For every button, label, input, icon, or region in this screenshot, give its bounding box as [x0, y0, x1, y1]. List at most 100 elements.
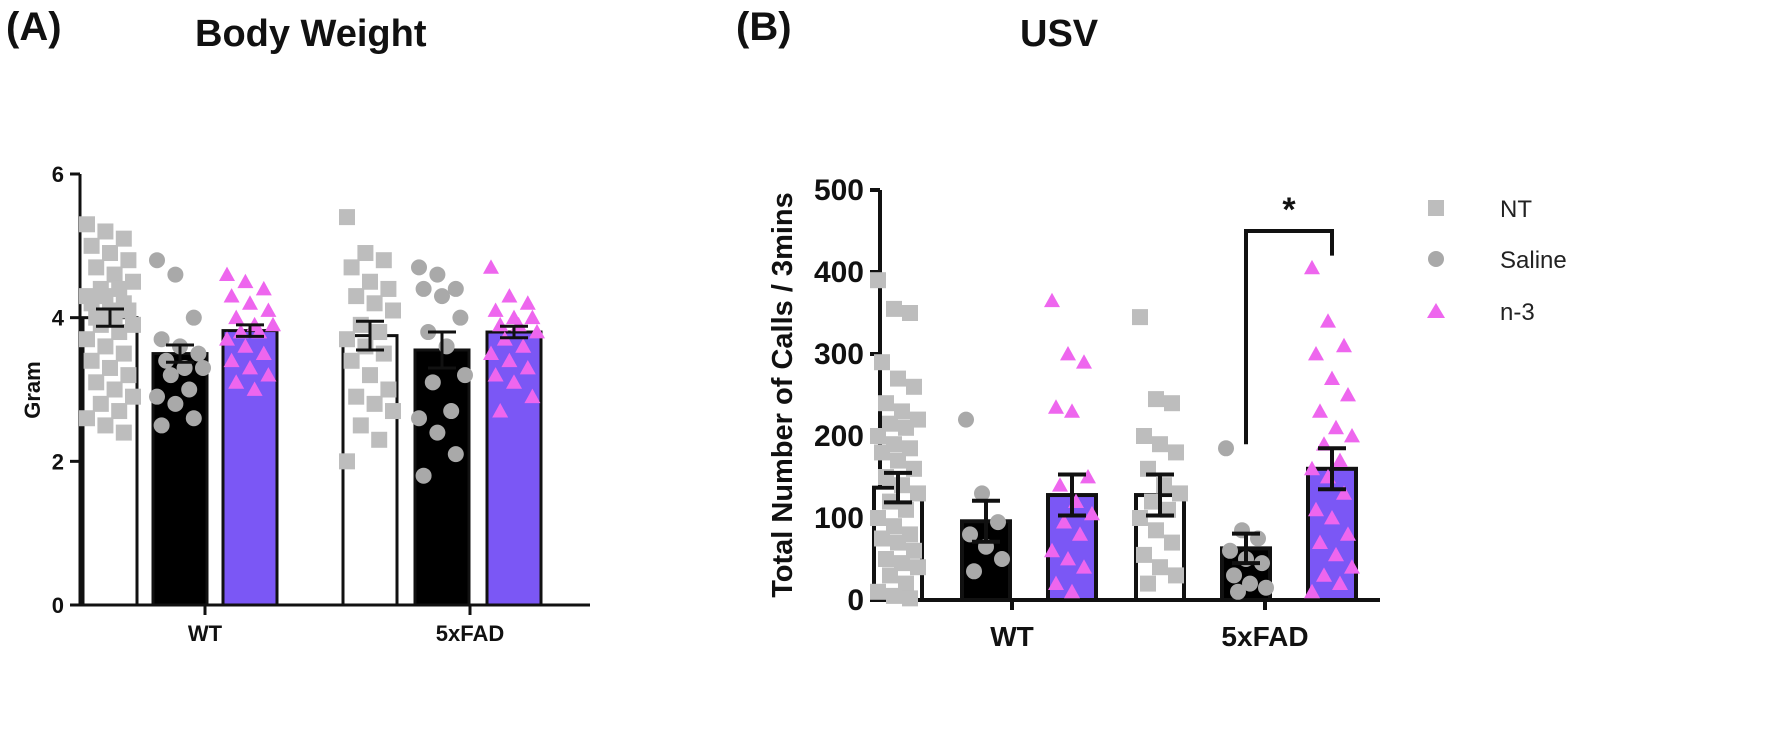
data-point-triangle	[219, 266, 235, 281]
data-point-square	[870, 428, 886, 444]
data-point-triangle	[1044, 292, 1060, 308]
data-point-square	[1144, 493, 1160, 510]
data-point-square	[97, 417, 114, 434]
data-point-triangle	[237, 338, 254, 353]
data-point-triangle	[487, 367, 504, 382]
legend-circle-icon	[1428, 251, 1444, 267]
data-point-square	[898, 575, 914, 592]
data-point-triangle	[1336, 337, 1352, 353]
data-point-circle	[990, 514, 1006, 531]
data-point-square	[352, 417, 369, 434]
data-point-square	[79, 410, 95, 427]
data-point-square	[1168, 567, 1184, 584]
data-point-square	[902, 440, 918, 457]
data-point-square	[115, 424, 132, 441]
data-point-square	[886, 587, 902, 604]
data-point-square	[894, 555, 910, 572]
data-point-square	[375, 345, 392, 362]
data-point-triangle	[1072, 526, 1088, 541]
data-point-square	[106, 266, 123, 283]
data-point-square	[385, 302, 401, 319]
data-point-circle	[1218, 440, 1234, 457]
data-point-square	[906, 378, 922, 395]
data-point-triangle	[260, 302, 277, 317]
data-point-square	[886, 300, 902, 317]
data-point-triangle	[242, 359, 258, 375]
panel-a-title: Body Weight	[195, 13, 427, 55]
data-point-square	[874, 354, 890, 371]
data-point-triangle	[1060, 346, 1076, 361]
data-point-circle	[452, 309, 469, 326]
data-point-triangle	[223, 352, 240, 368]
data-point-square	[115, 345, 132, 362]
data-point-square	[92, 395, 109, 412]
panel-b-title: USV	[1020, 13, 1099, 55]
data-point-square	[83, 295, 100, 312]
data-point-circle	[176, 359, 193, 376]
data-point-triangle	[1304, 460, 1320, 476]
data-point-triangle	[1332, 575, 1348, 590]
data-point-square	[83, 237, 100, 254]
data-point-circle	[167, 395, 184, 412]
data-point-square	[352, 316, 369, 333]
data-point-triangle	[524, 309, 541, 325]
data-point-triangle	[1340, 387, 1356, 402]
data-point-square	[97, 288, 114, 305]
data-point-square	[348, 388, 365, 405]
data-point-square	[898, 501, 914, 518]
data-point-square	[882, 415, 898, 432]
data-point-square	[339, 209, 355, 226]
data-point-square	[88, 259, 105, 276]
data-point-triangle	[492, 403, 509, 418]
data-point-square	[125, 273, 141, 290]
data-point-triangle	[1052, 477, 1068, 492]
data-point-circle	[185, 410, 202, 427]
data-point-square	[1164, 534, 1180, 551]
data-point-square	[362, 273, 378, 290]
data-point-square	[898, 419, 914, 436]
data-point-square	[1152, 559, 1168, 576]
data-point-circle	[447, 280, 464, 297]
data-point-triangle	[1308, 346, 1324, 361]
y-tick-label: 0	[52, 593, 64, 618]
data-point-triangle	[1332, 452, 1348, 467]
data-point-circle	[958, 411, 974, 428]
data-point-square	[120, 302, 137, 319]
data-point-triangle	[1316, 567, 1332, 582]
legend: NT Saline n-3	[1427, 196, 1567, 326]
data-point-circle	[167, 266, 184, 283]
legend-triangle-icon	[1427, 303, 1445, 318]
data-point-circle	[443, 403, 460, 420]
data-point-square	[343, 259, 360, 276]
data-point-triangle	[251, 324, 268, 339]
data-point-triangle	[506, 374, 522, 389]
data-point-square	[1168, 444, 1184, 461]
data-point-triangle	[232, 324, 249, 339]
data-point-triangle	[1080, 469, 1096, 484]
data-point-circle	[962, 526, 978, 543]
data-point-square	[366, 295, 383, 312]
data-point-triangle	[1304, 259, 1320, 275]
data-point-circle	[966, 563, 982, 580]
chart-usv: 0 100 200 300 400 500 Total Number of Calls / …	[767, 174, 1380, 652]
data-point-square	[906, 542, 922, 559]
data-point-circle	[457, 367, 473, 384]
data-point-circle	[424, 374, 441, 391]
data-point-square	[357, 245, 374, 262]
y-tick-label: 500	[814, 174, 864, 207]
data-point-square	[1136, 546, 1152, 563]
significance-bracket	[1244, 229, 1334, 445]
data-point-triangle	[1048, 575, 1064, 590]
data-point-triangle	[1344, 559, 1360, 574]
data-point-square	[1148, 522, 1164, 539]
data-point-square	[1164, 395, 1180, 412]
data-point-square	[120, 367, 137, 384]
data-point-square	[111, 403, 128, 420]
data-point-circle	[190, 345, 207, 362]
data-point-triangle	[1044, 542, 1060, 558]
data-point-triangle	[483, 259, 499, 274]
data-point-square	[1172, 485, 1188, 502]
data-point-circle	[994, 551, 1010, 567]
data-point-square	[339, 331, 355, 348]
